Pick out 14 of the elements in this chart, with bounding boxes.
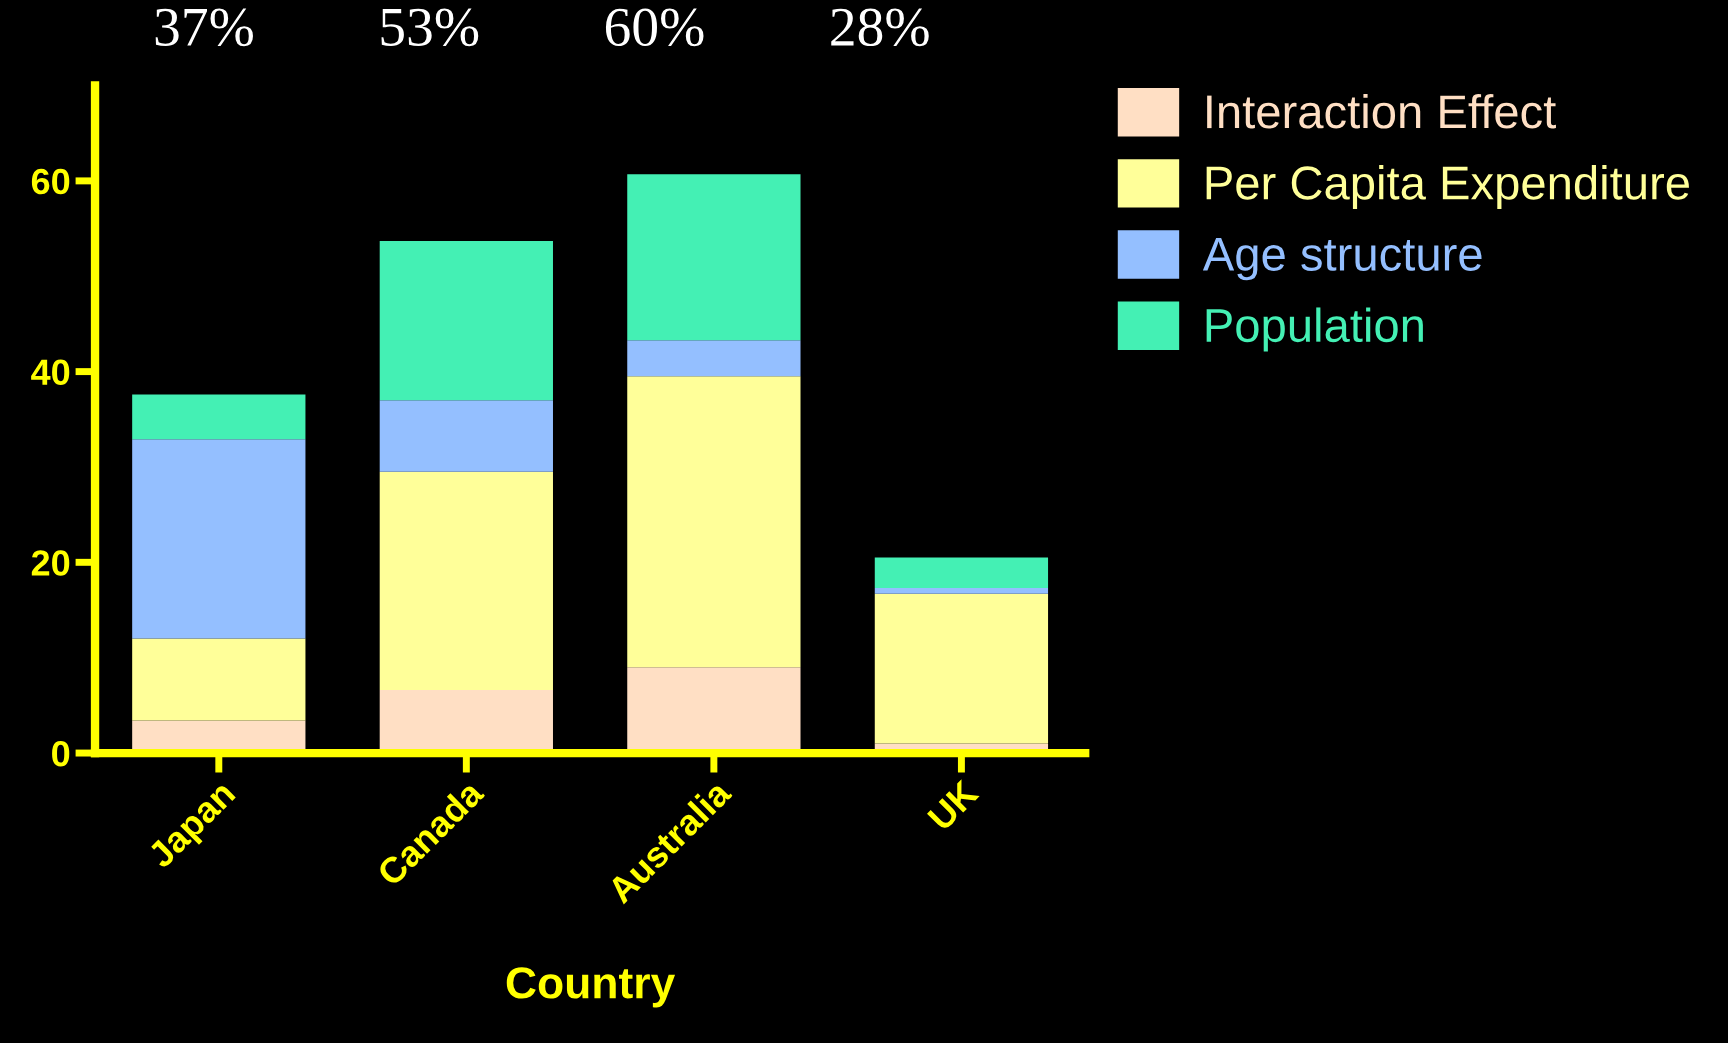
text: 37% [155,8,253,47]
y-tick-label: 40 [31,359,70,386]
x-tick-label: UK [927,778,980,832]
legend-label: Interaction Effect [1207,93,1556,129]
text: 53% [381,8,479,47]
x-axis-title: Country [506,967,676,1008]
text: 28% [831,8,929,47]
y-tick-label: 60 [31,168,70,195]
text: 60% [605,8,704,47]
legend-label: Population [1206,307,1423,352]
legend-label: Per Capita Expenditure [1206,165,1689,210]
y-tick-label: 20 [31,550,70,576]
y-tick-label: 0 [52,740,70,767]
legend-label: Age structure [1202,238,1482,281]
